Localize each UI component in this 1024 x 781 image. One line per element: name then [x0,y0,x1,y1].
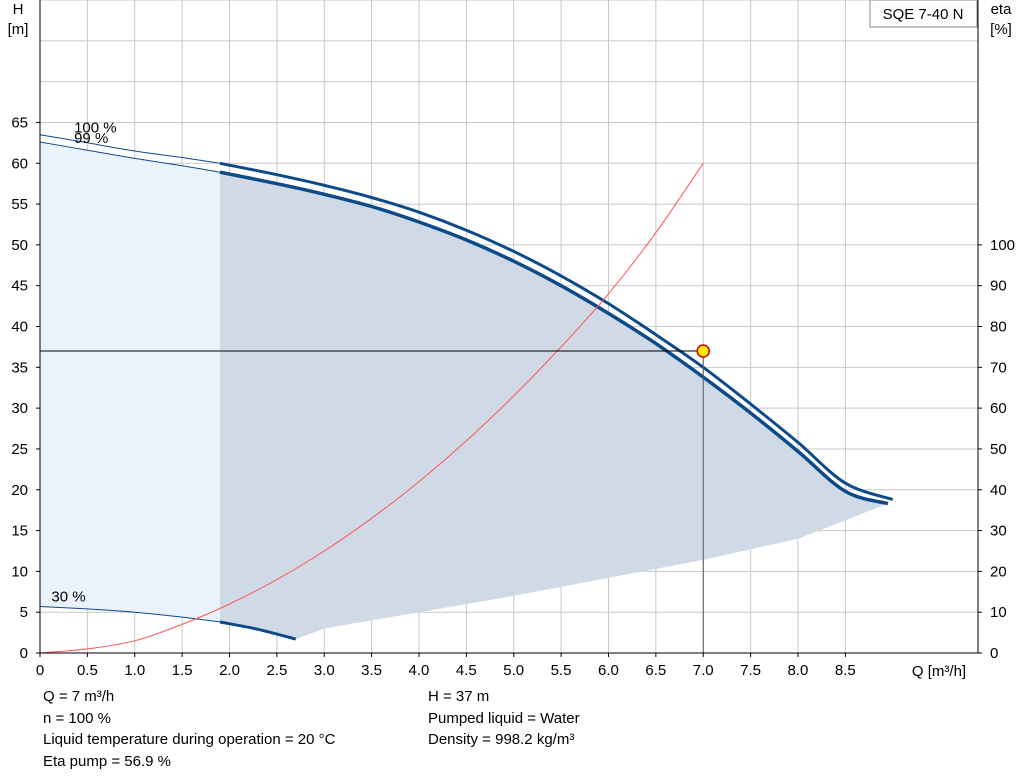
x-tick-label: 1.5 [172,662,193,679]
model-label: SQE 7-40 N [883,6,964,23]
curve-30-thin [39,606,221,623]
info-eta-pump: Eta pump = 56.9 % [43,752,171,770]
y-right-tick-label: 90 [990,278,1007,295]
low-flow-region [40,142,221,622]
y-left-axis-label-unit: [m] [8,21,29,38]
x-tick-label: 3.0 [314,662,335,679]
y-left-tick-label: 0 [20,645,28,662]
x-tick-label: 4.0 [409,662,430,679]
x-tick-label: 2.0 [219,662,240,679]
curve-100-thick [219,161,894,501]
label-30-percent: 30 % [51,588,85,605]
y-right-tick-label: 80 [990,319,1007,336]
y-left-axis-label-top: H [13,1,24,18]
info-pumped-liquid: Pumped liquid = Water [428,709,580,727]
x-tick-label: 8.0 [788,662,809,679]
axes: 0 0.5 1.0 1.5 2.0 2.5 3.0 3.5 4.0 4.5 5.0 5.5 6.0 6.5… [11,0,1015,679]
pump-curve-chart: 100 %99 % 30 % 0 0.5 1.0 1.5 2.0 2.5 3.0 3.5 4.0 4… [8,0,1015,680]
model-label-box: SQE 7-40 N [869,0,978,28]
y-left-tick-label: 55 [11,196,28,213]
operating-region [220,172,888,640]
y-right-tick-label: 30 [990,523,1007,540]
x-tick-label: 6.0 [598,662,619,679]
y-left-tick-label: 65 [11,114,28,131]
y-left-tick-label: 30 [11,400,28,417]
y-right-tick-label: 40 [990,482,1007,499]
y-left-tick-label: 45 [11,278,28,295]
curve-99-thin [39,141,221,173]
x-tick-label: 7.0 [693,662,714,679]
x-tick-label: 5.5 [551,662,572,679]
curves: 100 %99 % 30 % [39,120,894,654]
y-left-tick-label: 25 [11,441,28,458]
x-tick-label: 1.0 [124,662,145,679]
y-right-tick-label: 60 [990,400,1007,417]
y-left-tick-label: 40 [11,319,28,336]
y-left-tick-label: 5 [20,604,28,621]
info-right: H = 37 m Pumped liquid = Water Density =… [428,686,580,751]
y-right-tick-label: 0 [990,645,998,662]
y-right-axis-label-top: eta [991,1,1013,18]
y-right-tick-label: 10 [990,604,1007,621]
x-tick-label: 2.5 [266,662,287,679]
y-right-tick-label: 70 [990,359,1007,376]
y-left-tick-label: 60 [11,155,28,172]
y-right-tick-label: 20 [990,563,1007,580]
y-left-tick-label: 15 [11,523,28,540]
info-flow: Q = 7 m³/h [43,688,115,705]
x-tick-label: 4.5 [456,662,477,679]
y-left-tick-label: 50 [11,237,28,254]
operating-regions [40,142,888,640]
x-tick-label: 8.5 [835,662,856,679]
x-tick-label: 5.0 [503,662,524,679]
curve-100-thin [39,134,221,164]
info-speed: n = 100 % [43,709,111,727]
curve-30-thick [219,620,297,641]
x-tick-label: 3.5 [361,662,382,679]
x-tick-label: 7.5 [740,662,761,679]
x-tick-label: 6.5 [645,662,666,679]
x-axis-label: Q [m³/h] [912,663,966,680]
y-left-tick-label: 20 [11,482,28,499]
axis-labels: H [m] eta [%] Q [m³/h] [8,1,1013,680]
y-right-tick-label: 100 [990,237,1015,254]
y-left-tick-label: 10 [11,563,28,580]
info-head: H = 37 m [428,688,490,705]
x-tick-label: 0.5 [77,662,98,679]
eta-curve [39,163,704,654]
y-left-tick-label: 35 [11,359,28,376]
info-liquid-temperature: Liquid temperature during operation = 20… [43,731,336,748]
y-right-axis-label-unit: [%] [990,21,1012,38]
label-100-percent: 100 % [74,120,117,137]
x-tick-label: 0 [36,662,44,679]
curve-99-thick [219,170,889,506]
y-right-tick-label: 50 [990,441,1007,458]
info-left: Q = 7 m³/h n = 100 % Liquid temperature … [43,686,335,772]
operating-point-marker [696,344,710,358]
label-99-percent: 99 % [74,130,108,147]
info-density: Density = 998.2 kg/m³ [428,731,575,748]
